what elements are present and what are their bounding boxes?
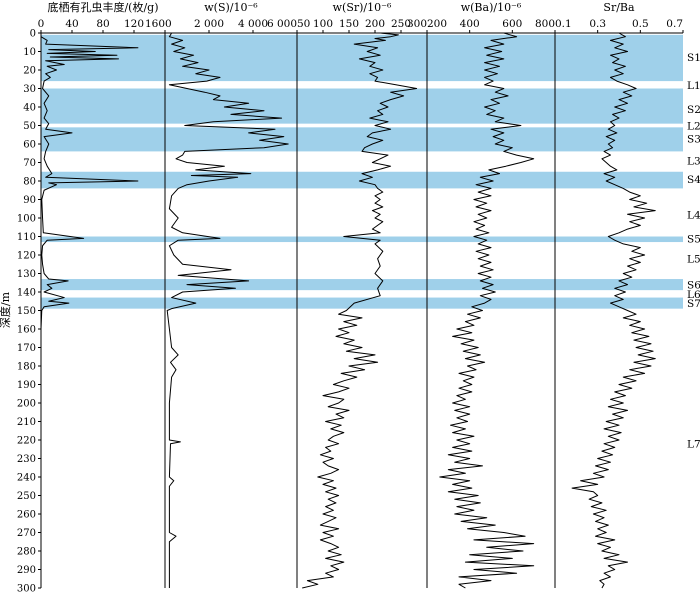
shaded-band-3 [41,127,683,152]
panel-titles: 底栖有孔虫丰度/(枚/g) w(S)/10⁻⁶ w(Sr)/10⁻⁶ w(Ba)/10… [47,0,635,14]
panel-3-title: w(Sr)/10⁻⁶ [333,1,392,14]
series-line-panel-3 [302,32,418,589]
panel-2-tick-label: 2 000 [194,18,224,30]
depth-tick-label: 300 [17,584,36,592]
depth-tick-label: 30 [23,84,36,95]
depth-tick-label: 80 [23,177,36,188]
depth-tick-label: 130 [17,269,36,280]
depth-tick-label: 170 [17,343,36,354]
shaded-band-7 [41,297,683,309]
axis-ticks: 0 10 20 30 40 50 60 70 80 90 100 110 120 130 140 150 160… [17,18,684,592]
panel-2-title: w(S)/10⁻⁶ [204,1,258,14]
depth-tick-label: 160 [17,325,36,336]
depth-tick-label: 40 [23,103,36,114]
shaded-band-5 [41,236,683,243]
series-line-panel-4 [439,32,535,589]
panel-3-tick-label: 300 [407,18,427,30]
panel-3-tick-label: 150 [339,18,359,30]
y-axis-label: 深度/m [0,291,12,328]
panel-4-title: w(Ba)/10⁻⁶ [461,1,522,14]
depth-tick-label: 120 [17,251,36,262]
unit-label-s5: S5 [687,233,700,245]
panel-5-tick-label: 0.5 [632,18,649,30]
unit-bands [41,34,683,309]
unit-label-l6: L6 [687,289,700,301]
depth-tick-label: 150 [17,306,36,317]
panel-1-title: 底栖有孔虫丰度/(枚/g) [47,0,158,14]
unit-label-s2: S2 [687,104,700,116]
panel-3-tick-label: 250 [391,18,411,30]
series-line-panel-2 [166,32,289,588]
unit-label-s6: S6 [687,280,700,292]
panel-1-tick-label: 120 [124,18,144,30]
depth-tick-label: 70 [23,158,36,169]
panel-5-tick-label: 0.1 [555,18,572,30]
depth-tick-label: 280 [17,547,36,558]
panel-4-tick-label: 400 [460,18,480,30]
depth-tick-label: 230 [17,454,36,465]
unit-label-l2: L2 [687,121,700,133]
panel-4-tick-label: 800 [535,18,555,30]
panel-5-tick-label: 0.3 [589,18,606,30]
depth-tick-label: 200 [17,399,36,410]
panel-4-tick-label: 600 [502,18,522,30]
depth-tick-label: 180 [17,362,36,373]
unit-label-l5: L5 [687,254,700,266]
panel-5-tick-label: 0.7 [666,18,683,30]
depth-tick-label: 210 [17,417,36,428]
depth-tick-label: 260 [17,510,36,521]
panel-1-tick-label: 40 [65,18,78,30]
shaded-band-2 [41,88,683,124]
panel-5-title: Sr/Ba [603,1,635,14]
unit-label-l3: L3 [687,156,700,168]
panel-2-tick-label: 4 000 [238,18,268,30]
series-line-panel-1 [40,36,139,588]
depth-tick-label: 50 [23,121,36,132]
panel-2-tick-label: 0 [165,18,172,30]
depth-tick-label: 270 [17,528,36,539]
unit-label-l4: L4 [687,209,700,221]
panel-1-tick-label: 0 [38,18,45,30]
depth-tick-label: 140 [17,288,36,299]
depth-tick-label: 190 [17,380,36,391]
unit-label-l7: L7 [687,439,700,451]
depth-tick-label: 250 [17,491,36,502]
panel-3-tick-label: 100 [313,18,333,30]
depth-tick-label: 90 [23,195,36,206]
depth-tick-label: 10 [23,47,36,58]
panel-2-tick-label: 6 000 [267,18,297,30]
panel-3-tick-label: 50 [297,18,310,30]
panel-4-tick-label: 200 [427,18,447,30]
unit-label-s4: S4 [687,174,700,186]
unit-label-s7: S7 [687,298,700,310]
depth-tick-label: 0 [30,29,36,40]
depth-tick-label: 110 [17,232,36,243]
depth-tick-label: 240 [17,473,36,484]
series-lines [40,32,656,589]
depth-tick-label: 290 [17,565,36,576]
shaded-band-6 [41,279,683,291]
series-line-panel-5 [571,32,656,589]
depth-tick-label: 20 [23,66,36,77]
panel-3-tick-label: 200 [365,18,385,30]
panel-1-tick-label: 160 [145,18,165,30]
panel-1-tick-label: 80 [96,18,109,30]
unit-label-l1: L1 [687,80,700,92]
depth-tick-label: 100 [17,214,36,225]
unit-label-s3: S3 [687,133,700,145]
depth-tick-label: 60 [23,140,36,151]
unit-label-s1: S1 [687,52,700,64]
depth-tick-label: 220 [17,436,36,447]
